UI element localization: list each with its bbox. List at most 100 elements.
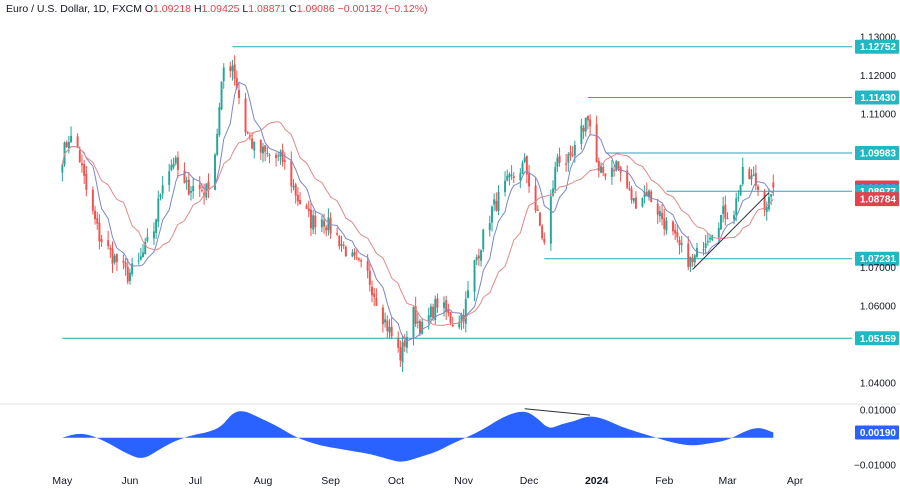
candle-body (78, 150, 81, 163)
candle-body (233, 64, 236, 79)
candle (750, 169, 753, 186)
candle (238, 83, 240, 105)
candle (353, 248, 356, 260)
divergence-line (524, 408, 591, 416)
candle-body (384, 319, 387, 323)
candle (630, 185, 633, 204)
candle-body (146, 236, 149, 241)
candle (538, 211, 541, 227)
osc-tick-label: 0.01000 (860, 406, 897, 417)
candle (65, 140, 68, 148)
osc-tag-bg (855, 425, 899, 440)
candle (613, 165, 616, 177)
candle-body (641, 198, 644, 207)
candle (231, 59, 234, 81)
candle (229, 61, 232, 78)
candle-body (462, 314, 465, 322)
candle (244, 93, 247, 136)
candle (541, 224, 544, 241)
candle-body (198, 184, 201, 189)
price-tag: 1.05159 (855, 331, 899, 346)
candle-body (719, 214, 722, 230)
time-tick-label: 2024 (585, 475, 609, 487)
candle-body (200, 190, 203, 192)
trendline-layer (692, 192, 770, 270)
candle-body (401, 342, 404, 363)
candle (198, 176, 201, 197)
candle-body (748, 169, 751, 180)
candle (131, 257, 134, 277)
candle (634, 191, 637, 209)
candle (294, 182, 297, 204)
candle (185, 176, 188, 190)
osc-tag-label: 0.00190 (860, 428, 897, 439)
candle (203, 183, 206, 205)
candle-body (567, 154, 570, 163)
candle (283, 152, 286, 170)
candle (619, 165, 622, 182)
candle (312, 209, 315, 235)
candle (279, 149, 282, 165)
candle (342, 241, 345, 249)
candle (142, 243, 145, 258)
candle (416, 312, 419, 329)
candle-body (124, 262, 127, 268)
time-tick-label: Feb (655, 475, 673, 487)
candle (292, 179, 295, 191)
candle-body (176, 157, 179, 170)
candle-body (597, 160, 600, 171)
candle (344, 245, 347, 257)
candle-body (432, 306, 435, 319)
candles (61, 55, 775, 372)
candle-body (405, 336, 408, 348)
candle (436, 293, 439, 313)
candle (111, 241, 114, 273)
time-tick-label: Jun (121, 475, 138, 487)
candle-body (475, 257, 478, 261)
candle (604, 173, 607, 181)
candle-body (142, 252, 145, 258)
candle-body (726, 218, 729, 220)
price-tag-bg (855, 331, 899, 346)
candle (488, 215, 491, 237)
candle-body (678, 239, 681, 246)
time-tick-label: Jul (189, 475, 202, 487)
candle (602, 163, 605, 176)
candle (174, 155, 177, 166)
time-tick-label: Apr (787, 475, 804, 487)
candle-body (185, 180, 188, 183)
candle (381, 304, 384, 333)
candle (307, 200, 310, 218)
candle (752, 166, 755, 177)
candle (192, 177, 195, 199)
candle (264, 145, 267, 162)
candle-body (473, 260, 476, 292)
candle-body (412, 306, 415, 338)
candle-body (693, 255, 696, 263)
candle (739, 184, 742, 196)
candle (268, 153, 271, 164)
candle-body (556, 157, 559, 167)
candle-body (152, 231, 155, 239)
candle-body (126, 266, 129, 282)
candle-body (122, 260, 125, 263)
price-tag: 1.11430 (855, 90, 899, 105)
candle-body (299, 200, 302, 205)
candle (628, 181, 631, 191)
candle-body (706, 241, 709, 243)
candle (506, 169, 509, 182)
candle (70, 126, 73, 143)
candle-body (283, 160, 286, 162)
candle-body (67, 142, 70, 149)
candle-body (172, 163, 175, 168)
candle-body (525, 155, 528, 175)
candle-body (373, 293, 376, 297)
candle-body (183, 171, 186, 183)
candle-body (207, 181, 210, 189)
oscillator-pane (0, 403, 900, 462)
candle-body (569, 152, 572, 156)
candle-body (645, 191, 648, 196)
candle-body (724, 204, 727, 219)
candle-body (508, 173, 511, 178)
